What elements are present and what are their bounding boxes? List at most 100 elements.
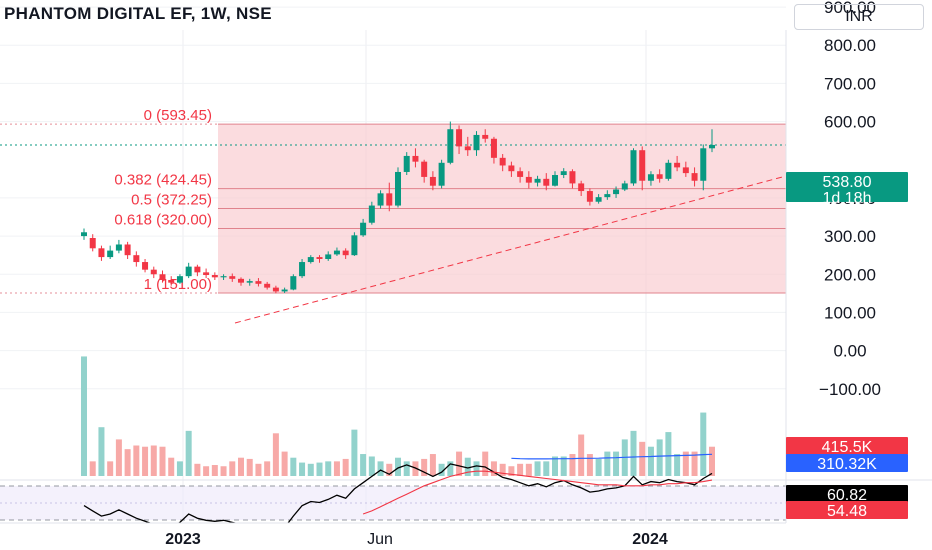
candle-body <box>360 222 367 236</box>
volume-bar <box>255 463 262 476</box>
volume-bar <box>81 356 87 476</box>
volume-bar <box>246 458 253 476</box>
candle-body <box>386 193 393 206</box>
time-tick-label: 2024 <box>632 531 668 548</box>
candle-body <box>508 165 515 172</box>
volume-bar <box>691 451 698 476</box>
candle-body <box>403 155 410 172</box>
volume-bar <box>115 439 122 476</box>
candle-body <box>307 257 314 263</box>
candle-body <box>464 146 471 151</box>
volume-badge: 415.5K <box>786 437 908 456</box>
candle-body <box>613 189 620 195</box>
candle-body <box>115 244 122 251</box>
candle-body <box>133 255 140 263</box>
candle-body <box>81 232 87 237</box>
volume-bar <box>403 461 410 476</box>
candle-body <box>578 183 585 192</box>
volume-bar <box>142 446 149 476</box>
candle-body <box>333 250 340 255</box>
volume-bar <box>560 456 567 476</box>
rsi-badge: 60.82 <box>786 485 908 504</box>
volume-bar <box>220 466 227 476</box>
volume-bar <box>360 454 367 476</box>
volume-bar <box>386 463 393 476</box>
volume-bar <box>525 463 532 476</box>
volume-bar <box>133 445 140 476</box>
volume-bar <box>674 454 681 476</box>
candle-body <box>438 162 445 186</box>
volume-bar <box>421 458 428 476</box>
candle-body <box>290 276 297 290</box>
candle-body <box>621 183 628 190</box>
candle-body <box>429 176 436 186</box>
volume-badge-text: 415.5K <box>822 439 873 456</box>
volume-ma-badge: 310.32K <box>786 454 908 473</box>
currency-selector[interactable]: INR <box>794 4 924 30</box>
volume-bar <box>682 451 689 476</box>
volume-bar <box>368 456 375 476</box>
fib-level-label: 0.618 (320.00) <box>114 211 212 228</box>
candle-body <box>89 237 96 249</box>
fib-level-label: 0.5 (372.25) <box>131 192 212 209</box>
volume-bar <box>508 466 515 476</box>
volume-bar <box>194 463 201 476</box>
rsi-ma-badge-text: 54.48 <box>827 503 867 520</box>
volume-bar <box>700 412 707 476</box>
candle-body <box>220 276 227 278</box>
volume-bar <box>307 463 314 476</box>
candle-body <box>107 250 114 258</box>
volume-bar <box>709 446 715 476</box>
volume-bar <box>447 461 454 476</box>
candle-body <box>185 266 192 277</box>
fib-level-label: 0 (593.45) <box>144 107 212 124</box>
volume-bar <box>613 451 620 476</box>
volume-bar <box>351 429 358 476</box>
volume-bar <box>490 461 497 476</box>
time-axis-bg <box>0 523 932 550</box>
rsi-ma-badge-bg <box>786 501 908 519</box>
candle-body <box>691 173 698 181</box>
volume-bar <box>150 445 157 476</box>
candle-body <box>176 276 183 283</box>
candle-body <box>316 257 323 259</box>
last-price-badge-text: 538.80 <box>823 174 872 191</box>
candle-body <box>377 193 384 206</box>
candle-body <box>255 281 262 284</box>
candle-body <box>639 150 646 181</box>
volume-bar <box>438 463 445 476</box>
candle-body <box>98 248 105 258</box>
volume-bar <box>665 432 672 476</box>
volume-bar <box>604 451 611 476</box>
candle-body <box>656 174 663 179</box>
candle-body <box>447 129 454 163</box>
candle-body <box>203 272 210 276</box>
volume-bar <box>168 457 175 476</box>
price-tick-label: 200.00 <box>824 265 876 284</box>
rsi-band <box>0 486 786 520</box>
candle-body <box>647 174 654 181</box>
candle-body <box>499 157 506 166</box>
volume-bar <box>316 462 323 476</box>
candle-body <box>412 155 419 162</box>
price-tick-label: 700.00 <box>824 74 876 93</box>
volume-bar <box>429 454 436 476</box>
volume-bar <box>630 430 637 476</box>
candle-body <box>421 161 428 177</box>
candle-body <box>150 269 157 275</box>
price-tick-label: 800.00 <box>824 36 876 55</box>
candle-body <box>473 134 480 151</box>
candle-body <box>281 289 288 292</box>
candle-body <box>525 176 532 183</box>
volume-ma-line <box>511 453 713 460</box>
chart-title: PHANTOM DIGITAL EF, 1W, NSE <box>4 4 272 23</box>
candle-body <box>665 162 672 179</box>
volume-bar <box>543 461 550 476</box>
candle-body <box>630 150 637 184</box>
volume-bar <box>124 449 131 476</box>
candle-body <box>168 279 175 283</box>
volume-bar <box>552 456 558 476</box>
time-tick-label: 2023 <box>165 531 201 548</box>
candle-body <box>674 162 681 168</box>
